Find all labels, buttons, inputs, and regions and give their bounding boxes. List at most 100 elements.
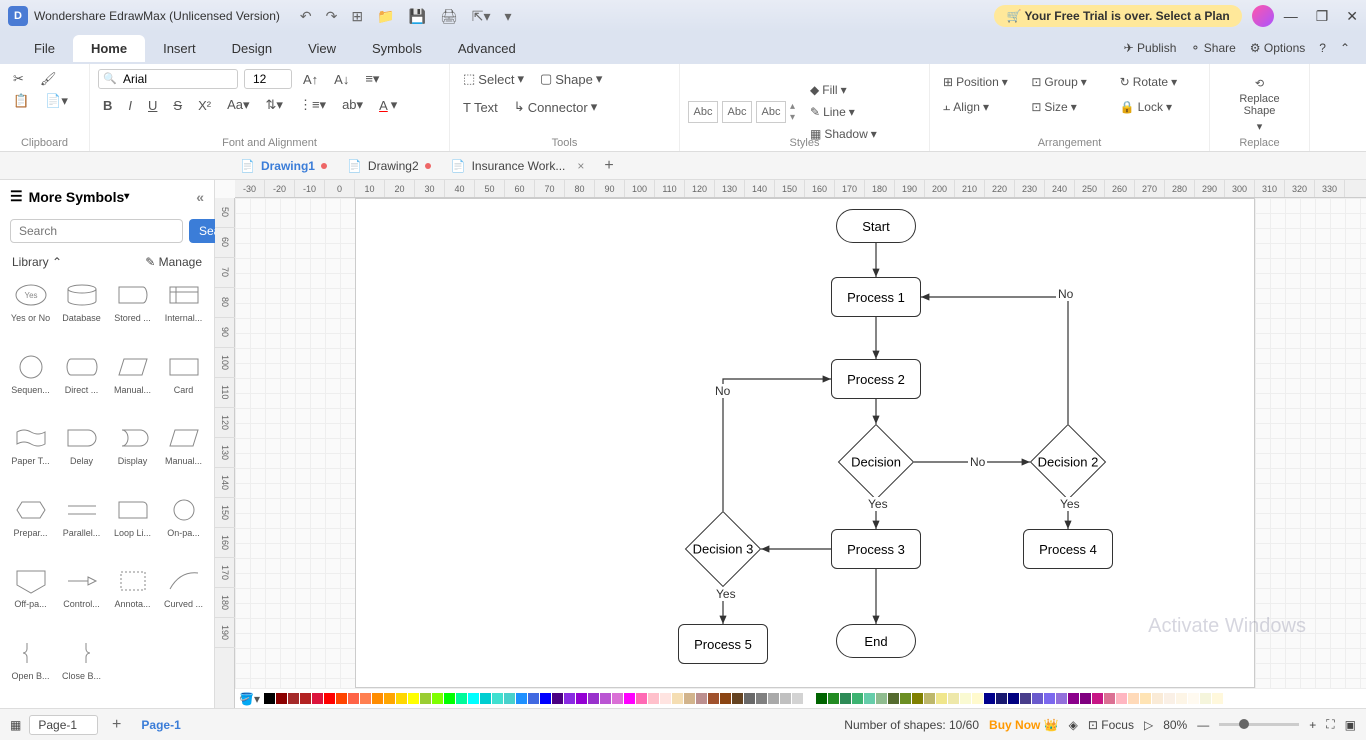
color-swatch[interactable] (372, 693, 383, 704)
share-button[interactable]: ⚬ Share (1190, 41, 1235, 55)
page-selector[interactable]: Page-1 (29, 715, 98, 735)
color-swatch[interactable] (1140, 693, 1151, 704)
color-swatch[interactable] (924, 693, 935, 704)
color-swatch[interactable] (960, 693, 971, 704)
color-swatch[interactable] (840, 693, 851, 704)
font-family-select[interactable]: Arial (98, 69, 238, 89)
export-icon[interactable]: ⇱▾ (472, 8, 491, 25)
case-button[interactable]: Aa▾ (222, 94, 254, 116)
buy-now-link[interactable]: Buy Now 👑 (989, 718, 1059, 732)
highlight-icon[interactable]: ab▾ (337, 94, 368, 116)
italic-button[interactable]: I (123, 95, 137, 116)
color-swatch[interactable] (1092, 693, 1103, 704)
menu-home[interactable]: Home (73, 35, 145, 62)
options-button[interactable]: ⚙ Options (1250, 41, 1305, 55)
color-swatch[interactable] (480, 693, 491, 704)
menu-view[interactable]: View (290, 35, 354, 62)
color-swatch[interactable] (288, 693, 299, 704)
color-swatch[interactable] (792, 693, 803, 704)
flowchart-terminal-node[interactable]: Start (836, 209, 916, 243)
font-size-select[interactable]: 12 (244, 69, 292, 89)
color-swatch[interactable] (300, 693, 311, 704)
color-swatch[interactable] (612, 693, 623, 704)
color-swatch[interactable] (408, 693, 419, 704)
color-swatch[interactable] (552, 693, 563, 704)
color-swatch[interactable] (1128, 693, 1139, 704)
color-swatch[interactable] (708, 693, 719, 704)
color-swatch[interactable] (1188, 693, 1199, 704)
color-swatch[interactable] (828, 693, 839, 704)
shape-stencil[interactable]: Prepar... (6, 494, 55, 562)
rotate-button[interactable]: ↻ Rotate▾ (1115, 72, 1201, 92)
color-swatch[interactable] (1020, 693, 1031, 704)
color-swatch[interactable] (948, 693, 959, 704)
line-button[interactable]: ✎ Line▾ (805, 102, 882, 122)
color-swatch[interactable] (360, 693, 371, 704)
layers-icon[interactable]: ◈ (1069, 718, 1078, 732)
color-swatch[interactable] (504, 693, 515, 704)
flowchart-process-node[interactable]: Process 3 (831, 529, 921, 569)
color-swatch[interactable] (420, 693, 431, 704)
more-symbols-label[interactable]: More Symbols (29, 189, 125, 205)
lock-button[interactable]: 🔒 Lock▾ (1115, 96, 1201, 117)
flowchart-decision-node[interactable]: Decision 2 (1041, 435, 1095, 489)
flowchart-process-node[interactable]: Process 2 (831, 359, 921, 399)
line-spacing-icon[interactable]: ⇅▾ (261, 94, 288, 116)
color-swatch[interactable] (384, 693, 395, 704)
color-swatch[interactable] (744, 693, 755, 704)
shape-stencil[interactable]: Stored ... (108, 279, 157, 347)
maximize-button[interactable]: ❐ (1316, 8, 1329, 25)
shape-stencil[interactable]: Open B... (6, 637, 55, 705)
color-swatch[interactable] (396, 693, 407, 704)
flowchart-terminal-node[interactable]: End (836, 624, 916, 658)
shape-stencil[interactable]: Parallel... (57, 494, 106, 562)
connector-tool[interactable]: ↳ Connector▾ (509, 96, 602, 118)
menu-chevron-icon[interactable]: ⌃ (1340, 41, 1350, 55)
color-swatch[interactable] (672, 693, 683, 704)
shape-stencil[interactable]: Delay (57, 422, 106, 490)
replace-shape-button[interactable]: ⟲Replace Shape ▾ (1234, 74, 1284, 136)
bullets-icon[interactable]: ⋮≡▾ (294, 94, 331, 116)
color-swatch[interactable] (852, 693, 863, 704)
page-tab-label[interactable]: Page-1 (141, 718, 180, 732)
underline-button[interactable]: U (143, 95, 162, 116)
document-tab[interactable]: 📄Drawing1 (230, 155, 337, 177)
library-toggle[interactable]: Library ⌃ (12, 255, 62, 269)
pages-icon[interactable]: ▦ (10, 718, 21, 732)
color-swatch[interactable] (648, 693, 659, 704)
select-tool[interactable]: ⬚ Select▾ (458, 68, 529, 90)
shape-stencil[interactable]: Direct ... (57, 351, 106, 419)
color-swatch[interactable] (1116, 693, 1127, 704)
color-swatch[interactable] (768, 693, 779, 704)
manage-library-button[interactable]: ✎ Manage (145, 255, 202, 269)
color-swatch[interactable] (588, 693, 599, 704)
color-swatch[interactable] (312, 693, 323, 704)
menu-file[interactable]: File (16, 35, 73, 62)
more-icon[interactable]: ▾ (505, 8, 512, 25)
color-swatch[interactable] (888, 693, 899, 704)
save-icon[interactable]: 💾 (409, 8, 426, 25)
shape-tool[interactable]: ▢ Shape▾ (535, 68, 607, 90)
copy-icon[interactable]: 📋 (8, 90, 34, 112)
bold-button[interactable]: B (98, 95, 117, 116)
color-swatch[interactable] (1044, 693, 1055, 704)
color-swatch[interactable] (876, 693, 887, 704)
menu-symbols[interactable]: Symbols (354, 35, 440, 62)
fill-button[interactable]: ◆ Fill▾ (805, 80, 882, 100)
color-swatch[interactable] (492, 693, 503, 704)
size-button[interactable]: ⊡ Size▾ (1026, 96, 1112, 117)
color-swatch[interactable] (732, 693, 743, 704)
print-icon[interactable]: 🖨 (440, 8, 458, 25)
shape-stencil[interactable]: Database (57, 279, 106, 347)
shape-stencil[interactable]: Off-pa... (6, 565, 55, 633)
document-tab[interactable]: 📄Drawing2 (337, 155, 441, 177)
new-tab-button[interactable]: + (604, 157, 613, 175)
document-tab[interactable]: 📄Insurance Work...× (441, 155, 595, 177)
drawing-page[interactable]: StartProcess 1Process 2DecisionDecision … (355, 198, 1255, 688)
color-swatch[interactable] (1212, 693, 1223, 704)
menu-advanced[interactable]: Advanced (440, 35, 534, 62)
shape-stencil[interactable]: Manual... (159, 422, 208, 490)
canvas[interactable]: StartProcess 1Process 2DecisionDecision … (235, 198, 1366, 688)
shape-stencil[interactable]: Loop Li... (108, 494, 157, 562)
flowchart-decision-node[interactable]: Decision (849, 435, 903, 489)
